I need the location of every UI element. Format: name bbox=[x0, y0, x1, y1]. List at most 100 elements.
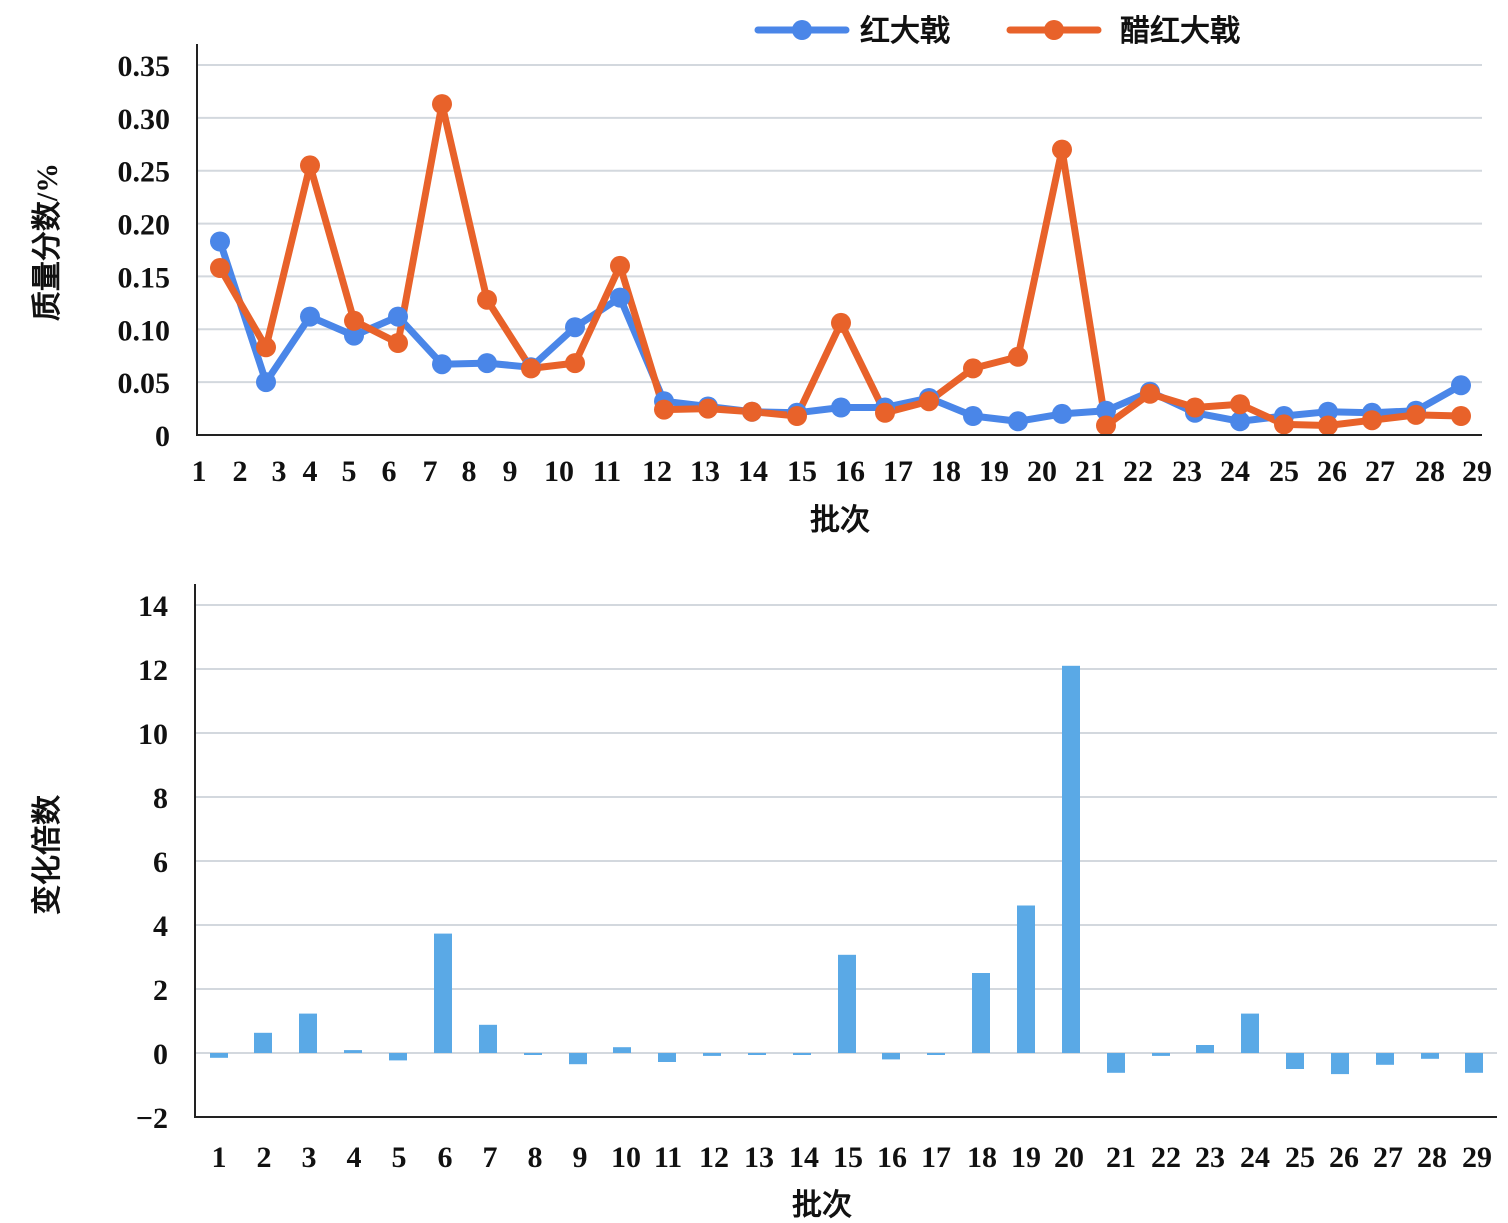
top-series-markers bbox=[210, 94, 1471, 436]
data-point-vinegar-red-jujube bbox=[1451, 406, 1471, 426]
bar bbox=[1331, 1053, 1349, 1075]
bottom-axes bbox=[194, 584, 1497, 1118]
bottom-x-tick-label: 21 bbox=[1106, 1141, 1136, 1174]
data-point-vinegar-red-jujube bbox=[256, 337, 276, 358]
data-point-vinegar-red-jujube bbox=[919, 391, 939, 412]
bottom-x-tick-label: 16 bbox=[877, 1141, 907, 1174]
top-x-tick-label: 29 bbox=[1462, 455, 1492, 488]
bottom-x-tick-label: 22 bbox=[1151, 1141, 1181, 1174]
data-point-red-jujube bbox=[344, 325, 364, 346]
top-x-tick-labels: 1 2 3 4 5 6 7 8 9 10 11 12 13 14 15 16 17 18 19 20 21 22 23 24 2… bbox=[192, 455, 1493, 488]
data-point-red-jujube bbox=[1230, 411, 1250, 432]
top-x-tick-label: 23 bbox=[1172, 455, 1202, 488]
top-x-tick-label: 11 bbox=[593, 455, 621, 488]
data-point-red-jujube bbox=[963, 406, 983, 426]
data-point-vinegar-red-jujube bbox=[1274, 414, 1294, 435]
bar bbox=[838, 954, 856, 1053]
top-x-tick-label: 2 bbox=[233, 455, 248, 488]
bar bbox=[479, 1024, 497, 1053]
top-y-tick-label: 0.10 bbox=[118, 314, 171, 347]
top-x-tick-label: 7 bbox=[423, 455, 438, 488]
bar bbox=[1241, 1013, 1259, 1053]
bar bbox=[1421, 1053, 1439, 1059]
top-y-tick-label: 0.15 bbox=[118, 261, 171, 294]
legend: 红大戟 醋红大戟 bbox=[754, 15, 1240, 48]
data-point-vinegar-red-jujube bbox=[565, 353, 585, 374]
bottom-x-tick-label: 7 bbox=[483, 1141, 498, 1174]
data-point-red-jujube bbox=[831, 397, 851, 418]
bottom-x-tick-label: 27 bbox=[1373, 1141, 1403, 1174]
bottom-x-tick-label: 2 bbox=[257, 1141, 272, 1174]
bottom-x-tick-label: 26 bbox=[1329, 1141, 1359, 1174]
data-point-red-jujube bbox=[610, 287, 630, 308]
bottom-x-tick-label: 3 bbox=[302, 1141, 317, 1174]
top-gridlines bbox=[197, 64, 1482, 384]
data-point-vinegar-red-jujube bbox=[1230, 394, 1250, 415]
top-x-tick-label: 15 bbox=[787, 455, 817, 488]
bar bbox=[1152, 1053, 1170, 1056]
series-line-vinegar-red-jujube bbox=[216, 100, 1465, 429]
top-x-tick-label: 13 bbox=[690, 455, 720, 488]
legend-marker-vinegar-red-jujube bbox=[1044, 20, 1064, 40]
top-y-tick-label: 0.35 bbox=[118, 50, 171, 83]
top-x-tick-label: 14 bbox=[738, 455, 768, 488]
bottom-x-tick-label: 10 bbox=[611, 1141, 641, 1174]
bottom-y-tick-label: 6 bbox=[153, 846, 168, 879]
bar bbox=[299, 1013, 317, 1053]
top-x-tick-label: 10 bbox=[544, 455, 574, 488]
data-point-vinegar-red-jujube bbox=[742, 401, 762, 422]
data-point-vinegar-red-jujube bbox=[1052, 139, 1072, 160]
bar bbox=[1062, 665, 1080, 1053]
bottom-x-axis-title: 批次 bbox=[792, 1189, 852, 1222]
bottom-x-tick-label: 9 bbox=[573, 1141, 588, 1174]
bar bbox=[1196, 1045, 1214, 1053]
data-point-red-jujube bbox=[1052, 403, 1072, 424]
top-x-tick-label: 19 bbox=[979, 455, 1009, 488]
top-x-tick-label: 22 bbox=[1123, 455, 1153, 488]
bar bbox=[344, 1050, 362, 1053]
bottom-x-tick-label: 19 bbox=[1011, 1141, 1041, 1174]
bottom-x-tick-labels: 1 2 3 4 5 6 7 8 9 10 11 12 13 14 15 16 17 18 19 20 21 22 23 24 2… bbox=[212, 1141, 1493, 1174]
top-x-tick-label: 20 bbox=[1027, 455, 1057, 488]
top-x-tick-label: 1 bbox=[192, 455, 207, 488]
bottom-y-tick-label: 12 bbox=[138, 654, 168, 687]
top-x-tick-label: 16 bbox=[835, 455, 865, 488]
bar bbox=[613, 1047, 631, 1053]
data-point-vinegar-red-jujube bbox=[831, 312, 851, 333]
data-point-vinegar-red-jujube bbox=[1185, 397, 1205, 418]
bar bbox=[927, 1053, 945, 1055]
data-point-vinegar-red-jujube bbox=[1318, 415, 1338, 436]
top-x-tick-label: 12 bbox=[642, 455, 672, 488]
top-x-tick-label: 25 bbox=[1269, 455, 1299, 488]
data-point-red-jujube bbox=[1008, 411, 1028, 432]
bottom-y-tick-label: 2 bbox=[153, 974, 168, 1007]
top-x-tick-label: 9 bbox=[503, 455, 518, 488]
bar bbox=[389, 1053, 407, 1061]
top-series-lines bbox=[216, 100, 1465, 429]
bottom-x-tick-label: 23 bbox=[1195, 1141, 1225, 1174]
legend-label-vinegar-red-jujube: 醋红大戟 bbox=[1120, 15, 1240, 48]
bar bbox=[1286, 1053, 1304, 1069]
top-x-tick-label: 21 bbox=[1075, 455, 1105, 488]
bottom-x-tick-label: 15 bbox=[833, 1141, 863, 1174]
bottom-x-tick-label: 8 bbox=[528, 1141, 543, 1174]
data-point-red-jujube bbox=[565, 317, 585, 338]
bottom-x-tick-label: 29 bbox=[1462, 1141, 1492, 1174]
data-point-vinegar-red-jujube bbox=[610, 255, 630, 276]
top-x-tick-label: 26 bbox=[1317, 455, 1347, 488]
bottom-y-tick-label: 10 bbox=[138, 718, 168, 751]
data-point-red-jujube bbox=[1318, 401, 1338, 422]
top-y-tick-label: 0.05 bbox=[118, 367, 171, 400]
legend-item-red-jujube: 红大戟 bbox=[754, 15, 950, 48]
legend-label-red-jujube: 红大戟 bbox=[860, 15, 950, 48]
top-axes bbox=[196, 44, 1482, 436]
bar bbox=[1107, 1053, 1125, 1073]
data-point-vinegar-red-jujube bbox=[654, 399, 674, 420]
top-x-tick-label: 17 bbox=[883, 455, 913, 488]
top-y-tick-label: 0.25 bbox=[118, 156, 171, 189]
bottom-x-tick-label: 28 bbox=[1417, 1141, 1447, 1174]
bottom-x-tick-label: 25 bbox=[1285, 1141, 1315, 1174]
legend-item-vinegar-red-jujube: 醋红大戟 bbox=[1006, 15, 1240, 48]
